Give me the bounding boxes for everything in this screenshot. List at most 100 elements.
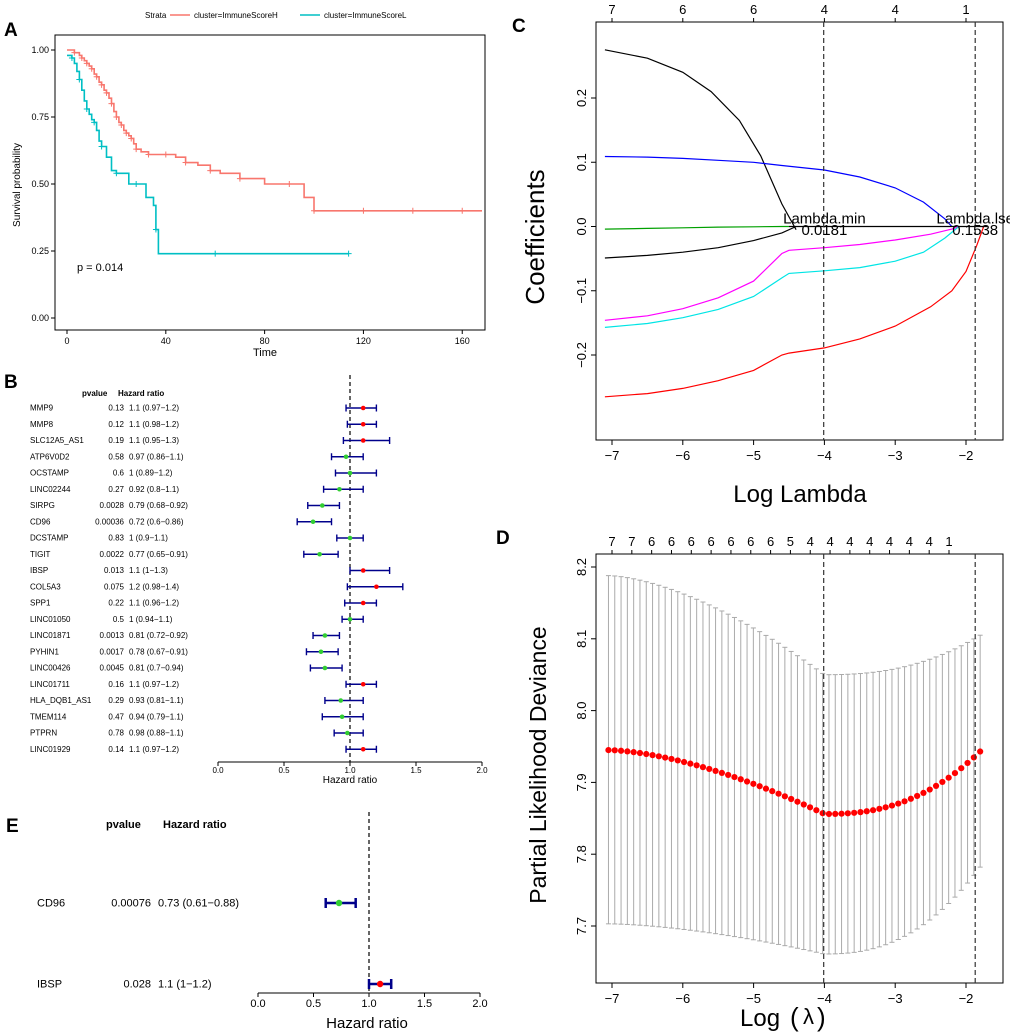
cv-deviance-point xyxy=(788,795,795,803)
cv-top-tick-label: 7 xyxy=(628,534,635,549)
km-censor-mark xyxy=(83,60,90,67)
km-y-tick-label: 0.25 xyxy=(31,246,49,256)
forest-b-pvalue: 0.19 xyxy=(108,436,124,445)
km-censor-mark xyxy=(311,207,318,214)
cv-deviance-point xyxy=(920,789,927,797)
lasso-x-tick-label: −6 xyxy=(675,448,690,463)
forest-b-pvalue: 0.0013 xyxy=(100,631,125,640)
cv-top-tick-label: 4 xyxy=(886,534,893,549)
cv-frame xyxy=(595,553,1004,984)
km-censor-mark xyxy=(113,170,120,177)
km-censor-mark xyxy=(118,122,125,129)
forest-b-hr-point xyxy=(310,519,316,525)
forest-e-pvalue: 0.00076 xyxy=(111,898,151,910)
km-censor-mark xyxy=(78,55,85,62)
cv-deviance-point xyxy=(832,810,839,817)
km-censor-mark xyxy=(88,65,95,72)
lasso-y-tick-label: −0.2 xyxy=(574,342,589,368)
forest-b-pvalue: 0.5 xyxy=(113,615,125,624)
cv-top-tick-label: 6 xyxy=(648,534,655,549)
forest-b-gene-label: IBSP xyxy=(30,566,48,575)
forest-b-pvalue: 0.12 xyxy=(108,420,124,429)
cv-deviance-point xyxy=(737,776,744,783)
km-censor-mark xyxy=(71,49,78,56)
forest-e-pvalue: 0.028 xyxy=(123,979,151,991)
forest-b-hr-text: 0.81 (0.7−0.94) xyxy=(129,664,184,673)
km-x-tick-label: 0 xyxy=(64,336,69,346)
forest-b-hr-point xyxy=(318,649,324,655)
cv-top-tick-label: 6 xyxy=(708,534,715,549)
forest-b-hr-point xyxy=(360,746,366,752)
km-censor-mark xyxy=(103,89,110,96)
cv-deviance-point xyxy=(706,765,713,773)
cv-top-tick-label: 4 xyxy=(926,534,933,549)
cv-deviance-point xyxy=(731,773,738,781)
forest-e-x-tick-label: 0.0 xyxy=(250,998,265,1010)
cv-deviance-point xyxy=(624,748,631,755)
cv-top-tick-label: 6 xyxy=(747,534,754,549)
forest-b-hr-text: 0.79 (0.68−0.92) xyxy=(129,501,188,510)
cv-top-tick-label: 6 xyxy=(688,534,695,549)
cv-top-tick-label: 5 xyxy=(787,534,794,549)
km-censor-mark xyxy=(459,207,466,214)
cv-deviance-point xyxy=(693,762,700,769)
forest-b-x-tick-label: 0.5 xyxy=(278,766,290,775)
cv-top-tick-label: 6 xyxy=(767,534,774,549)
forest-e-hr-text: 1.1 (1−1.2) xyxy=(158,979,212,991)
forest-b-gene-label: SLC12A5_AS1 xyxy=(30,436,84,445)
lasso-x-tick-label: −4 xyxy=(817,448,832,463)
forest-b-gene-label: TMEM114 xyxy=(30,712,67,721)
cv-deviance-point xyxy=(617,747,625,754)
forest-e-x-label: Hazard ratio xyxy=(326,1015,408,1032)
forest-b-gene-label: MMP8 xyxy=(30,420,54,429)
cv-deviance-point xyxy=(750,780,757,787)
forest-b-hr-text: 0.98 (0.88−1.1) xyxy=(129,729,184,738)
cv-y-tick-label: 8.1 xyxy=(574,630,589,648)
lasso-y-tick-label: 0.1 xyxy=(574,153,589,171)
lasso-x-tick-label: −3 xyxy=(888,448,903,463)
km-censor-mark xyxy=(145,151,152,158)
cv-deviance-point xyxy=(662,754,669,761)
forest-b-gene-label: MMP9 xyxy=(30,404,54,413)
forest-b-pvalue: 0.29 xyxy=(108,696,124,705)
lasso-path-cyan xyxy=(604,226,960,328)
cv-y-tick-label: 7.9 xyxy=(574,773,589,791)
lasso-y-tick-label: 0.2 xyxy=(574,89,589,107)
cv-deviance-point xyxy=(951,769,959,777)
km-y-tick-label: 0.75 xyxy=(31,112,49,122)
lasso-path-black_lower xyxy=(604,225,797,259)
km-censor-mark xyxy=(133,146,140,153)
lasso-top-tick-label: 1 xyxy=(962,2,969,17)
lasso-y-tick-label: −0.1 xyxy=(574,278,589,304)
forest-b-gene-label: LINC01711 xyxy=(30,680,70,689)
forest-b-pvalue: 0.22 xyxy=(108,599,124,608)
forest-b-gene-label: COL5A3 xyxy=(30,582,61,591)
forest-b-hr-text: 1 (0.89−1.2) xyxy=(129,469,173,478)
cv-deviance-point xyxy=(851,809,858,816)
cv-top-tick-label: 7 xyxy=(608,534,615,549)
cv-deviance-plot: Partial Likelihood Deviance Log ( λ ) −7… xyxy=(525,534,1004,1032)
forest-b-gene-label: LINC00426 xyxy=(30,664,71,673)
forest-e-hr-point xyxy=(335,899,343,907)
forest-b-hr-point xyxy=(374,584,379,590)
km-censor-mark xyxy=(83,105,90,112)
km-censor-mark xyxy=(152,226,159,233)
cv-deviance-point xyxy=(907,795,914,802)
lasso-x-tick-label: −2 xyxy=(959,448,974,463)
cv-deviance-point xyxy=(655,753,662,760)
cv-top-tick-label: 4 xyxy=(807,534,814,549)
forest-b-hr-point xyxy=(345,730,350,736)
forest-b-hr-point xyxy=(322,665,328,671)
forest-b-pvalue: 0.83 xyxy=(108,534,124,543)
cv-x-label-prefix: Log xyxy=(740,1005,780,1032)
cv-deviance-point xyxy=(888,802,896,809)
forest-b-gene-label: OCSTAMP xyxy=(30,469,69,478)
forest-b-pvalue: 0.0022 xyxy=(100,550,125,559)
cv-x-tick-label: −5 xyxy=(746,991,761,1006)
km-censor-mark xyxy=(236,175,243,182)
forest-e-hr-text: 0.73 (0.61−0.88) xyxy=(158,898,239,910)
km-pvalue: p = 0.014 xyxy=(77,262,123,274)
lasso-path-magenta xyxy=(604,225,960,321)
km-censor-mark xyxy=(108,100,115,107)
